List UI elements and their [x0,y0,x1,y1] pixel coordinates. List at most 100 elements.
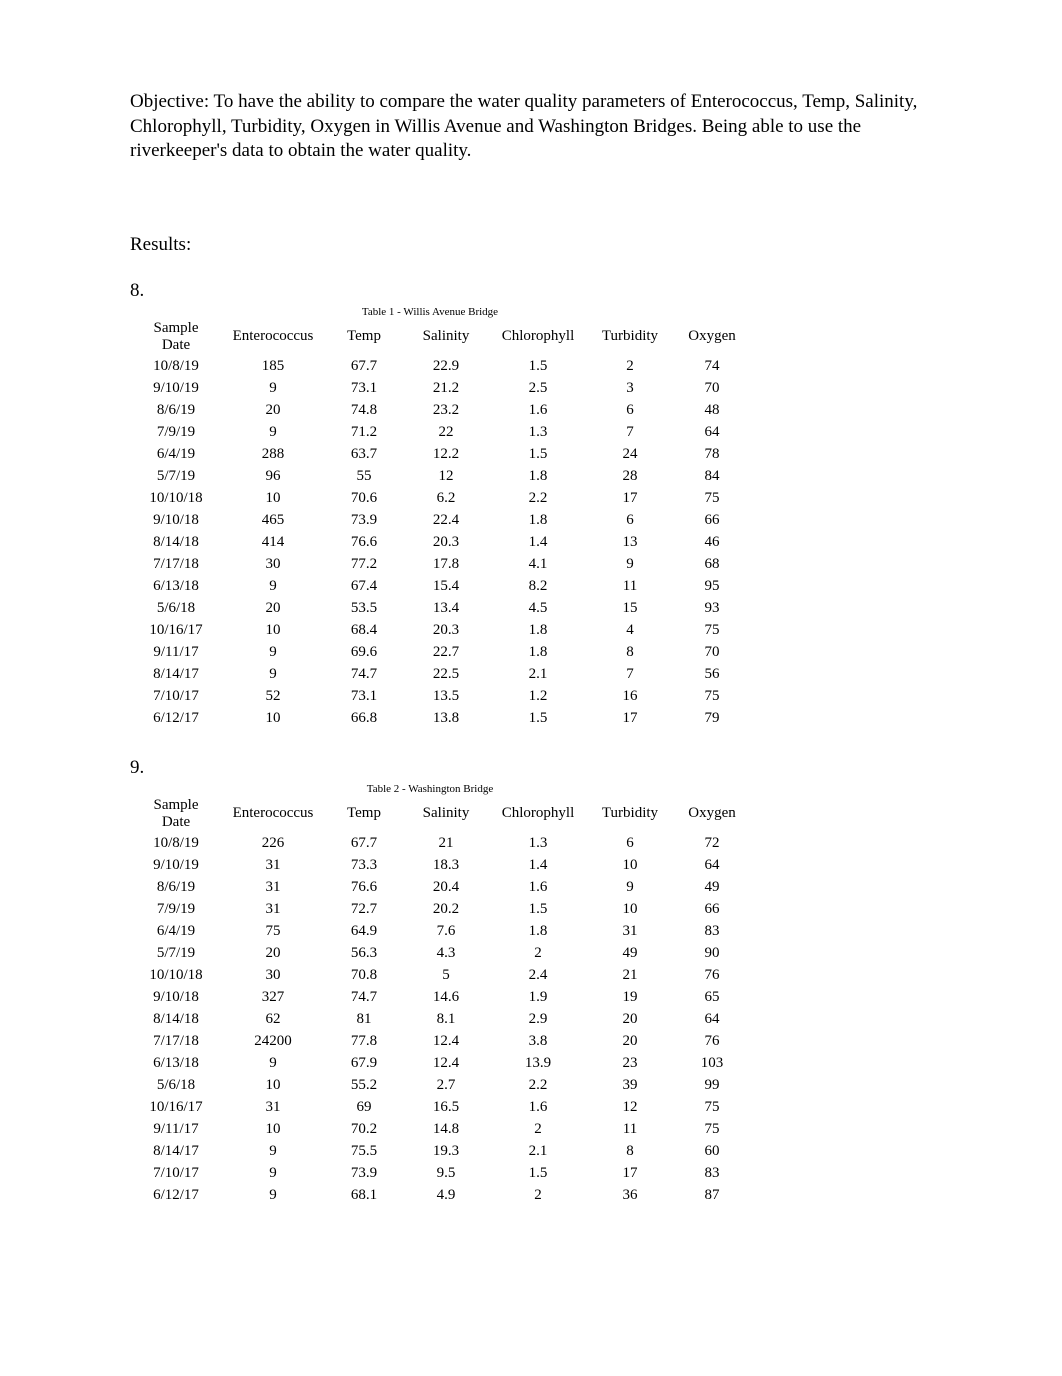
table-cell: 6.2 [404,487,488,509]
table-cell: 6 [588,832,672,854]
table-cell: 14.8 [404,1118,488,1140]
table-row: 5/6/182053.513.44.51593 [130,597,752,619]
table-cell: 103 [672,1052,752,1074]
table-row: 9/10/19973.121.22.5370 [130,377,752,399]
table-cell: 10/8/19 [130,355,222,377]
table-cell: 21 [404,832,488,854]
table-cell: 2.4 [488,964,588,986]
table-row: 5/7/199655121.82884 [130,465,752,487]
table-block-1: 8. Table 1 - Willis Avenue Bridge Sample… [130,280,932,729]
table-cell: 13.8 [404,707,488,729]
table-cell: 10 [222,707,324,729]
table-cell: 2 [488,1184,588,1206]
table-cell: 76 [672,964,752,986]
table-caption-1: Table 1 - Willis Avenue Bridge [130,306,730,318]
table-row: 6/12/17968.14.923687 [130,1184,752,1206]
table-cell: 11 [588,575,672,597]
col-turbidity: Turbidity [588,795,672,832]
table-cell: 226 [222,832,324,854]
table-cell: 9 [222,377,324,399]
table-cell: 20 [222,942,324,964]
table-cell: 9/10/19 [130,854,222,876]
data-table-2: Sample Date Enterococcus Temp Salinity C… [130,795,752,1206]
table-header-row: Sample Date Enterococcus Temp Salinity C… [130,318,752,355]
table-cell: 8 [588,1140,672,1162]
table-cell: 465 [222,509,324,531]
table-cell: 69 [324,1096,404,1118]
table-cell: 46 [672,531,752,553]
table-cell: 8/6/19 [130,876,222,898]
table-cell: 7/9/19 [130,898,222,920]
table-cell: 9 [222,1052,324,1074]
table-row: 8/6/193176.620.41.6949 [130,876,752,898]
table-cell: 12 [588,1096,672,1118]
table-cell: 9 [222,1162,324,1184]
table-row: 5/7/192056.34.324990 [130,942,752,964]
table-cell: 75 [222,920,324,942]
table-cell: 5 [404,964,488,986]
table-cell: 1.5 [488,443,588,465]
table-cell: 56 [672,663,752,685]
table-cell: 22.7 [404,641,488,663]
table-cell: 49 [588,942,672,964]
col-oxygen: Oxygen [672,795,752,832]
col-enterococcus: Enterococcus [222,795,324,832]
table-cell: 1.5 [488,1162,588,1184]
table-cell: 49 [672,876,752,898]
objective-text: Objective: To have the ability to compar… [130,90,932,164]
table-cell: 77.8 [324,1030,404,1052]
col-temp: Temp [324,795,404,832]
table-cell: 81 [324,1008,404,1030]
table-cell: 1.2 [488,685,588,707]
table-cell: 7/9/19 [130,421,222,443]
table-cell: 74 [672,355,752,377]
table-cell: 83 [672,1162,752,1184]
table-cell: 64 [672,854,752,876]
table-cell: 64 [672,1008,752,1030]
table-cell: 9 [222,421,324,443]
table-cell: 1.9 [488,986,588,1008]
table-cell: 67.9 [324,1052,404,1074]
table-cell: 7 [588,421,672,443]
table-cell: 39 [588,1074,672,1096]
table-number-2: 9. [130,757,932,779]
table-cell: 20 [222,597,324,619]
table-cell: 52 [222,685,324,707]
table-caption-2: Table 2 - Washington Bridge [130,783,730,795]
table-cell: 1.8 [488,465,588,487]
table-cell: 6/12/17 [130,1184,222,1206]
table-cell: 288 [222,443,324,465]
table-row: 6/13/18967.415.48.21195 [130,575,752,597]
table-cell: 13.9 [488,1052,588,1074]
table-cell: 93 [672,597,752,619]
col-temp: Temp [324,318,404,355]
table-cell: 55.2 [324,1074,404,1096]
table-row: 10/10/183070.852.42176 [130,964,752,986]
table-cell: 76 [672,1030,752,1052]
table-cell: 1.8 [488,641,588,663]
table-row: 6/12/171066.813.81.51779 [130,707,752,729]
table-cell: 71.2 [324,421,404,443]
table-cell: 70 [672,377,752,399]
table-cell: 99 [672,1074,752,1096]
table-cell: 5/7/19 [130,465,222,487]
table-cell: 83 [672,920,752,942]
table-cell: 3.8 [488,1030,588,1052]
table-cell: 7/10/17 [130,1162,222,1184]
table-cell: 1.6 [488,876,588,898]
table-cell: 6/4/19 [130,443,222,465]
results-heading: Results: [130,234,932,256]
table-cell: 73.3 [324,854,404,876]
table-cell: 69.6 [324,641,404,663]
table-cell: 1.8 [488,920,588,942]
table-cell: 9/10/18 [130,509,222,531]
data-table-1: Sample Date Enterococcus Temp Salinity C… [130,318,752,729]
table-cell: 24 [588,443,672,465]
table-cell: 8 [588,641,672,663]
table-cell: 2 [488,942,588,964]
table-row: 7/9/193172.720.21.51066 [130,898,752,920]
table-row: 8/14/1841476.620.31.41346 [130,531,752,553]
table-cell: 63.7 [324,443,404,465]
col-chlorophyll: Chlorophyll [488,318,588,355]
table-row: 6/4/1928863.712.21.52478 [130,443,752,465]
